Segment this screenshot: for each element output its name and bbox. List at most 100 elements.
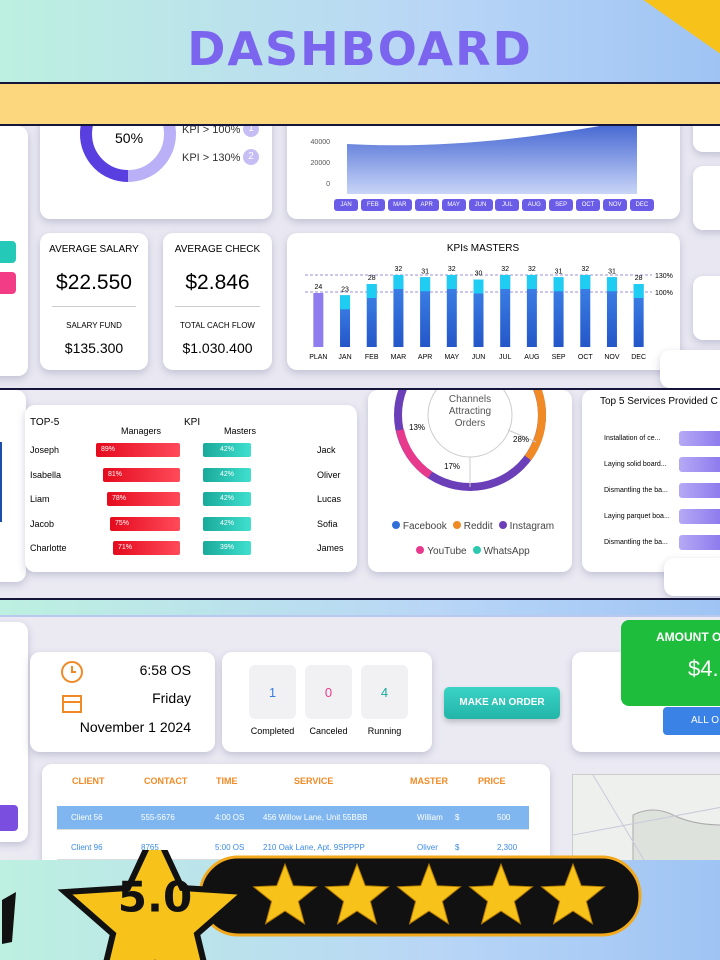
partial-card — [660, 350, 720, 388]
service-name: Installation of ce... — [604, 435, 661, 442]
column-header: CLIENT — [72, 776, 105, 786]
master-name: Sofia — [317, 518, 338, 529]
manager-name: Joseph — [30, 445, 60, 455]
orders-card: CLIENT CONTACT TIME SERVICE MASTER PRICE Clien… — [42, 764, 550, 860]
kpi-masters-card: KPIs MASTERS 130% 100% 24 PLAN 23 JAN 28 FEB 32 M… — [287, 233, 680, 370]
partial-card — [664, 558, 720, 596]
status-count: 4 — [380, 685, 389, 700]
master-kpi: 42% — [203, 492, 251, 506]
donut-percent: 50% — [115, 130, 144, 146]
bar — [553, 277, 564, 347]
bar — [526, 275, 537, 347]
legend-swatch — [416, 546, 425, 554]
bar — [500, 275, 511, 347]
status-card: 1 Completed 0 Canceled 4 Running — [222, 652, 432, 752]
x-tick-label: NOV — [604, 354, 620, 361]
value-label: 31 — [608, 268, 616, 275]
master-name: James — [317, 543, 344, 553]
slice-label: 13% — [409, 423, 426, 432]
bar-cap — [553, 277, 564, 292]
legend-swatch — [452, 521, 461, 529]
status-box — [249, 665, 296, 719]
partial-card — [693, 166, 720, 230]
legend-label: Instagram — [509, 521, 555, 532]
bar-cap — [366, 284, 377, 298]
x-tick-label: PLAN — [309, 354, 327, 361]
cell: 555-5676 — [141, 813, 175, 822]
section-3: 6:58 ОS Friday November 1 2024 1 Complete… — [0, 615, 720, 860]
month-pill: JUN — [468, 199, 493, 211]
kpi-label: KPI > 130% — [182, 152, 241, 164]
month-pill: OCT — [576, 199, 601, 211]
clock-time: 6:58 ОS — [139, 662, 191, 678]
section-1: 50% KPI > 100% 1 KPI > 130% 2 6000040000… — [0, 126, 720, 390]
kpi-donut-card: 50% KPI > 100% 1 KPI > 130% 2 — [40, 126, 272, 219]
legend-entry: Instagram — [498, 514, 555, 539]
bar — [606, 277, 617, 347]
x-tick-label: OCT — [578, 354, 594, 361]
manager-name: Jacob — [30, 518, 55, 529]
status-label: Running — [367, 726, 402, 736]
manager-kpi: 81% — [103, 467, 180, 482]
month-pill: NOV — [603, 199, 627, 211]
master-kpi: 42% — [203, 467, 251, 482]
legend-entry: WhatsApp — [472, 539, 530, 564]
status-count: 0 — [324, 685, 333, 700]
manager-kpi: 89% — [96, 443, 180, 457]
legend-label: Facebook — [402, 521, 447, 532]
x-tick-label: JUN — [472, 354, 486, 361]
bar — [313, 293, 324, 347]
card-title: AVERAGE CHECK — [174, 244, 261, 255]
legend-label: YouTube — [427, 546, 467, 557]
y-tick-label: 0 — [326, 181, 330, 188]
value-label: 31 — [555, 268, 563, 275]
bar-cap — [526, 275, 537, 289]
legend-swatch — [472, 546, 481, 554]
manager-kpi: 78% — [107, 492, 180, 506]
partial-card — [693, 126, 720, 152]
value-label: 24 — [314, 284, 322, 291]
month-pill: APR — [414, 199, 439, 211]
legend-entry: Reddit — [452, 514, 493, 539]
cell: 4:00 ОS — [215, 813, 245, 822]
order-button[interactable]: MAKE AN ORDER — [444, 687, 560, 719]
card-subvalue: $1.030.400 — [182, 340, 253, 356]
cell: $ — [455, 843, 460, 852]
month-pill: MAY — [441, 199, 466, 211]
cell: Client 56 — [71, 813, 103, 822]
bar-cap — [340, 295, 351, 310]
bar-cap — [500, 275, 511, 289]
card-title: Top 5 Services Provided C — [600, 396, 718, 407]
star-icon — [252, 862, 318, 925]
x-tick-label: APR — [418, 354, 432, 361]
legend-label: WhatsApp — [483, 546, 530, 557]
cell: 210 Oak Lane, Apt. 9SPPPP — [263, 843, 365, 852]
partial-card — [0, 126, 28, 376]
bar-cap — [446, 275, 457, 289]
bar — [420, 277, 431, 347]
bar — [340, 295, 351, 347]
month-pill: JAN — [334, 199, 358, 211]
manager-kpi: 71% — [113, 541, 180, 555]
status-count: 1 — [268, 685, 277, 700]
manager-kpi: 75% — [110, 516, 180, 531]
bar-cap — [393, 275, 404, 289]
status-label: Completed — [250, 726, 295, 736]
channels-card: Channels Attracting Orders 13% 28% 17% F… — [368, 390, 572, 572]
master-name: Lucas — [317, 494, 342, 504]
status-label: Canceled — [309, 726, 348, 736]
all-orders-button[interactable]: ALL O — [663, 707, 720, 735]
month-pill: SEP — [549, 199, 574, 211]
cell: 2,300 — [497, 843, 518, 852]
legend-entry: Facebook — [391, 514, 447, 539]
revenue-card: 6000040000200000JANFEBMARAPRMAYJUNJULAUG… — [287, 126, 680, 219]
x-tick-label: JUL — [499, 354, 512, 361]
legend-swatch — [391, 521, 400, 529]
month-pill: DEC — [629, 199, 654, 211]
x-tick-label: DEC — [631, 354, 646, 361]
table-title: TOP-5 — [30, 417, 60, 428]
clock-day: Friday — [152, 690, 191, 706]
master-kpi: 42% — [203, 516, 251, 531]
column-header: KPI — [184, 417, 201, 428]
